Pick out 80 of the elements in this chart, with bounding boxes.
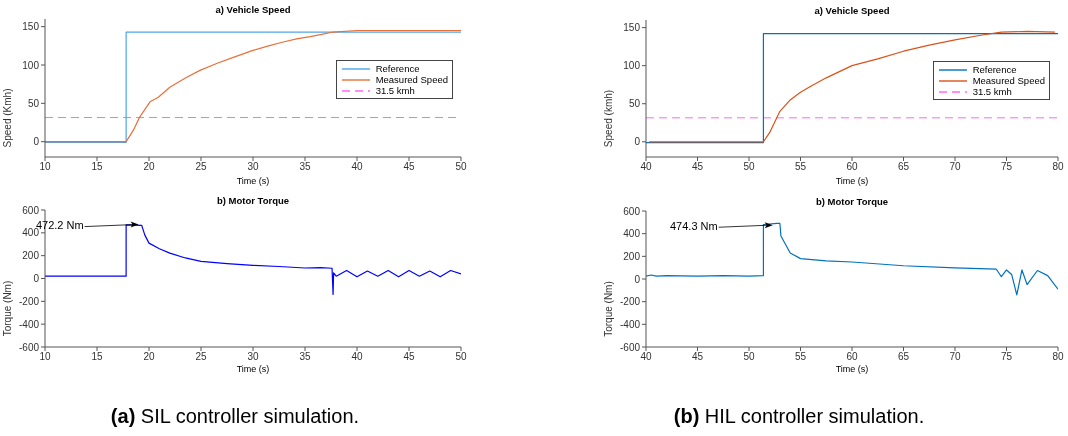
legend-label: Measured Speed: [375, 74, 448, 86]
x-tick-label: 50: [743, 351, 755, 363]
x-tick-label: 65: [897, 351, 910, 363]
y-tick-label: 0: [33, 136, 40, 148]
x-tick-label: 10: [39, 161, 51, 173]
x-tick-label: 15: [91, 161, 103, 173]
y-tick-label: -200: [18, 295, 40, 307]
x-tick-label: 25: [195, 351, 207, 363]
legend-label: Measured Speed: [972, 75, 1045, 87]
x-tick-label: 60: [846, 161, 858, 173]
x-tick-label: 55: [794, 351, 807, 363]
y-tick-label: -400: [619, 318, 641, 330]
x-tick-label: 30: [247, 161, 259, 173]
x-axis-title: Time (s): [835, 364, 869, 374]
x-tick-label: 65: [897, 161, 910, 173]
x-tick-label: 25: [195, 161, 207, 173]
x-tick-label: 60: [846, 351, 858, 363]
x-tick-label: 80: [1052, 351, 1064, 363]
chart-title: a) Vehicle Speed: [813, 5, 891, 16]
x-axis-title: Time (s): [236, 176, 270, 186]
line-series: [646, 222, 1058, 296]
x-tick-label: 80: [1052, 161, 1064, 173]
x-tick-label: 75: [1000, 351, 1013, 363]
y-tick-label: 200: [623, 250, 641, 262]
x-tick-label: 70: [949, 161, 961, 173]
y-axis-title: Speed (Kmh): [1, 88, 13, 148]
legend-label: Reference: [972, 64, 1017, 76]
x-tick-label: 70: [949, 351, 961, 363]
x-tick-label: 30: [247, 351, 259, 363]
text: (a) SIL controller simulation.: [109, 405, 361, 428]
y-tick-label: 600: [22, 204, 40, 216]
y-tick-label: 200: [22, 250, 40, 262]
x-tick-label: 35: [299, 161, 311, 173]
chart-title: b) Motor Torque: [814, 196, 890, 207]
legend-label: 31.5 kmh: [375, 85, 415, 97]
y-tick-label: 50: [628, 98, 641, 110]
y-tick-label: -600: [18, 341, 40, 353]
x-tick-label: 35: [299, 351, 311, 363]
y-tick-label: 0: [634, 136, 641, 148]
legend-label: Reference: [375, 63, 420, 75]
x-tick-label: 20: [143, 161, 155, 173]
y-axis-title: Speed (kmh): [602, 89, 614, 148]
y-tick-label: -400: [18, 318, 40, 330]
y-tick-label: 100: [22, 59, 40, 71]
x-tick-label: 50: [743, 161, 755, 173]
x-tick-label: 40: [351, 161, 363, 173]
y-tick-label: 0: [33, 273, 40, 285]
x-tick-label: 45: [403, 351, 415, 363]
annotation: 474.3 Nm: [669, 220, 718, 233]
x-tick-label: 50: [455, 351, 467, 363]
x-tick-label: 55: [794, 161, 807, 173]
x-tick-label: 45: [403, 161, 415, 173]
x-axis-title: Time (s): [835, 176, 869, 186]
x-tick-label: 50: [455, 161, 467, 173]
x-axis-title: Time (s): [236, 364, 270, 374]
x-tick-label: 75: [1000, 161, 1013, 173]
y-tick-label: 600: [623, 205, 641, 217]
y-tick-label: -200: [619, 296, 641, 308]
y-tick-label: 100: [623, 60, 641, 72]
y-tick-label: 400: [22, 227, 40, 239]
y-tick-label: 0: [634, 273, 641, 285]
y-tick-label: 50: [27, 97, 40, 109]
chart-title: b) Motor Torque: [215, 195, 291, 206]
y-tick-label: 150: [22, 21, 40, 33]
x-tick-label: 45: [691, 351, 704, 363]
x-tick-label: 10: [39, 351, 51, 363]
y-axis-title: Torque (Nm): [1, 280, 13, 337]
x-tick-label: 45: [691, 161, 704, 173]
y-tick-label: 150: [623, 22, 641, 34]
x-tick-label: 20: [143, 351, 155, 363]
text: (b) HIL controller simulation.: [672, 405, 926, 428]
x-tick-label: 40: [351, 351, 363, 363]
y-tick-label: -600: [619, 341, 641, 353]
chart-title: a) Vehicle Speed: [214, 4, 292, 15]
y-axis-title: Torque (Nm): [602, 281, 614, 337]
y-tick-label: 400: [623, 228, 641, 240]
x-tick-label: 15: [91, 351, 103, 363]
x-tick-label: 40: [640, 161, 652, 173]
legend-label: 31.5 kmh: [972, 86, 1012, 98]
x-tick-label: 40: [640, 351, 652, 363]
